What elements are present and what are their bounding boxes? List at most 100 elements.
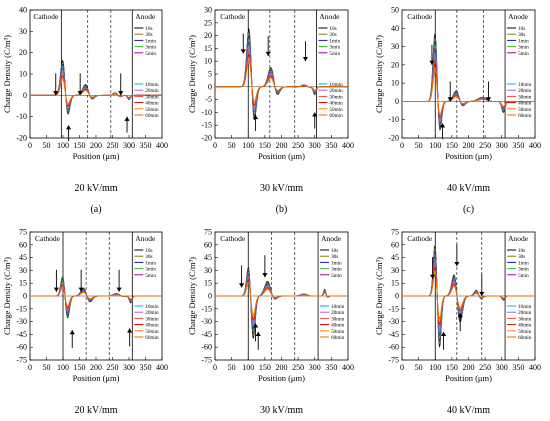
x-tick-label: 100 <box>57 141 69 150</box>
x-tick-label: 250 <box>107 363 119 372</box>
x-axis-label: Position (μm) <box>258 151 305 161</box>
arrow-head <box>479 291 485 296</box>
series-line <box>30 77 162 106</box>
series-line <box>215 47 348 110</box>
legend-entry: 60min <box>518 113 532 119</box>
x-tick-label: 300 <box>496 363 508 372</box>
y-tick-label: 20 <box>19 48 27 57</box>
legend-entry: 5min <box>331 273 342 279</box>
legend-entry: 20min <box>329 88 343 94</box>
cathode-label: Cathode <box>33 12 59 21</box>
legend-entry: 5min <box>518 273 529 279</box>
series-line <box>402 47 535 125</box>
legend-entry: 30min <box>331 316 345 322</box>
x-tick-label: 350 <box>325 363 337 372</box>
x-tick-label: 200 <box>276 141 288 150</box>
y-tick-label: 10 <box>19 70 27 79</box>
series-line <box>215 266 348 340</box>
y-tick-label: 10 <box>204 57 212 66</box>
legend-entry: 10s <box>145 26 152 32</box>
x-tick-label: 50 <box>228 363 236 372</box>
series-line <box>215 53 348 106</box>
x-tick-label: 300 <box>309 363 321 372</box>
x-tick-label: 150 <box>446 363 458 372</box>
x-tick-label: 400 <box>156 141 168 150</box>
y-tick-label: 0 <box>23 292 27 301</box>
legend-entry: 3min <box>518 267 529 273</box>
x-axis-label: Position (μm) <box>445 373 492 383</box>
x-tick-label: 300 <box>309 141 321 150</box>
y-tick-label: 0 <box>208 82 212 91</box>
series-line <box>215 276 348 325</box>
legend-entry: 30min <box>329 94 343 100</box>
legend-entry: 20min <box>331 310 345 316</box>
chart-panel-e: -75 -60 -45 -30 -15 0 15 30 45 60 75 0 50 100 150 200 25… <box>187 228 354 417</box>
x-tick-label: 250 <box>107 141 119 150</box>
legend-entry: 60min <box>518 335 532 341</box>
y-tick-label: -45 <box>201 330 212 339</box>
legend-entry: 30min <box>145 316 159 322</box>
legend-entry: 3min <box>145 267 156 273</box>
legend-entry: 10s <box>145 248 152 254</box>
y-tick-label: 0 <box>208 292 212 301</box>
field-caption: 20 kV/mm <box>74 405 117 416</box>
legend-entry: 30min <box>145 94 159 100</box>
y-tick-label: 60 <box>204 240 212 249</box>
y-tick-label: 0 <box>395 292 399 301</box>
x-tick-label: 400 <box>342 141 354 150</box>
series-line <box>215 34 348 117</box>
y-tick-label: -10 <box>201 108 212 117</box>
arrow-head <box>78 287 84 292</box>
arrow-head <box>454 261 460 267</box>
arrow-head <box>262 273 268 278</box>
legend-entry: 1min <box>518 260 529 266</box>
series-line <box>402 272 535 320</box>
arrow-head <box>485 97 492 102</box>
legend-entry: 1min <box>145 38 156 44</box>
legend-entry: 1min <box>329 38 340 44</box>
series-line <box>215 40 348 114</box>
series-line <box>215 44 348 112</box>
legend-entry: 10min <box>329 82 343 88</box>
arrow-head <box>240 49 246 54</box>
anode-label: Anode <box>508 234 529 243</box>
legend-entry: 30s <box>329 32 336 38</box>
chart-panel-d: -75 -60 -45 -30 -15 0 15 30 45 60 75 0 50 100 150 200 25… <box>2 228 168 417</box>
x-axis-label: Position (μm) <box>445 151 492 161</box>
series-line <box>30 79 162 105</box>
arrow-head <box>252 114 259 120</box>
series-line <box>215 270 348 335</box>
field-caption: 40 kV/mm <box>447 183 490 194</box>
y-tick-label: -60 <box>201 343 212 352</box>
y-tick-label: 60 <box>19 240 27 249</box>
arrow-head <box>312 112 318 117</box>
series-line <box>30 281 162 313</box>
arrow-head <box>116 287 122 292</box>
plot-frame <box>401 9 536 139</box>
anode-label: Anode <box>321 234 342 243</box>
x-tick-label: 250 <box>479 363 491 372</box>
legend-entry: 3min <box>331 267 342 273</box>
arrow-head <box>66 125 72 130</box>
x-tick-label: 50 <box>43 363 51 372</box>
y-tick-label: 30 <box>391 42 399 51</box>
legend-entry: 20min <box>145 88 159 94</box>
y-tick-label: -45 <box>388 330 399 339</box>
x-tick-label: 50 <box>228 141 236 150</box>
x-tick-label: 150 <box>74 363 86 372</box>
series-line <box>402 58 535 120</box>
legend-entry: 10s <box>518 248 525 254</box>
x-tick-label: 150 <box>259 363 271 372</box>
series-line <box>402 70 535 115</box>
legend-entry: 10min <box>518 82 532 88</box>
plot-frame <box>214 9 349 139</box>
x-tick-label: 350 <box>325 141 337 150</box>
legend-entry: 60min <box>145 113 159 119</box>
y-tick-label: -15 <box>201 121 212 130</box>
cathode-label: Cathode <box>220 234 246 243</box>
x-tick-label: 350 <box>140 363 152 372</box>
x-tick-label: 200 <box>90 141 102 150</box>
arrow-head <box>302 57 309 62</box>
legend-entry: 40min <box>145 101 159 107</box>
